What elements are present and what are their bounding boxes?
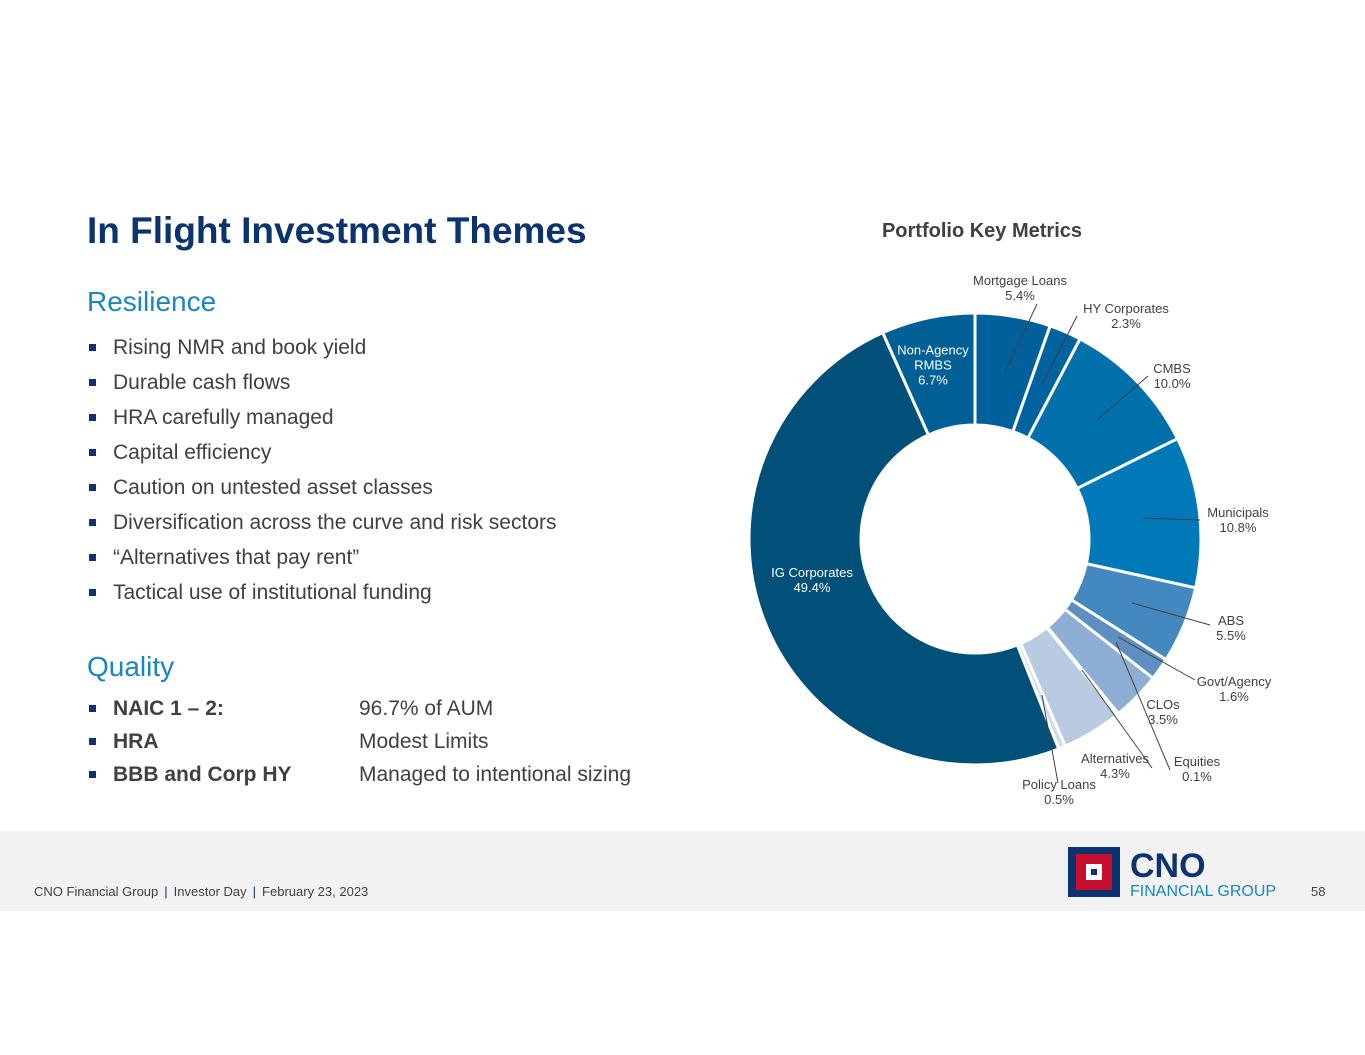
page-number: 58 [1311, 884, 1326, 899]
leader-line [1042, 315, 1078, 384]
value-label: 3.5% [1148, 712, 1178, 727]
value-label: 0.1% [1182, 769, 1212, 784]
slice-label: HY Corporates 2.3% [1083, 301, 1169, 331]
slice-label: Municipals 10.8% [1207, 505, 1268, 535]
slice-label: IG Corporates 49.4% [757, 565, 867, 595]
logo-sub: FINANCIAL GROUP [1130, 883, 1277, 900]
value-label: 5.5% [1216, 628, 1246, 643]
category-label: CLOs [1146, 697, 1180, 712]
category-label: IG Corporates [771, 565, 853, 580]
leader-line [1142, 517, 1201, 521]
footer: CNO Financial Group | Investor Day | Februar… [0, 831, 1365, 911]
leader-line [1081, 669, 1153, 769]
chart: Portfolio Key Metrics [747, 220, 1211, 784]
category-label: Municipals [1207, 505, 1269, 520]
value-label: 10.8% [1219, 520, 1257, 535]
bullet: Caution on untested asset classes [87, 476, 557, 511]
value-label: 0.5% [1044, 792, 1074, 807]
slice-label: Alternatives 4.3% [1081, 751, 1149, 781]
event: Investor Day [173, 884, 247, 899]
donut-slice [880, 311, 977, 437]
slice-label: CLOs 3.5% [1146, 697, 1179, 727]
quality-label: BBB and Corp HY [113, 763, 292, 786]
logo-mark [1068, 847, 1120, 897]
value-label: 1.6% [1219, 689, 1249, 704]
leader-line [1131, 602, 1211, 626]
category-label: Non-Agency RMBS [897, 342, 969, 373]
category-label: CMBS [1153, 361, 1191, 376]
leader-line [1115, 641, 1171, 771]
quality-row: HRA Modest Limits [87, 730, 631, 763]
company: CNO Financial Group [34, 884, 159, 899]
section-heading: Quality [87, 651, 175, 682]
category-label: HY Corporates [1083, 301, 1169, 316]
leader-line [1096, 375, 1149, 421]
section-heading: Resilience [87, 286, 217, 317]
donut-slice [747, 330, 1061, 767]
quality-label: NAIC 1 – 2: [113, 697, 224, 720]
bullet: Capital efficiency [87, 441, 557, 476]
footer-text: CNO Financial Group | Investor Day | Februar… [34, 884, 369, 899]
bullet: Tactical use of institutional funding [87, 581, 557, 616]
slide-title: In Flight Investment Themes [87, 210, 587, 251]
quality-row: NAIC 1 – 2: 96.7% of AUM [87, 697, 631, 730]
category-label: Equities [1173, 754, 1221, 769]
quality-list: NAIC 1 – 2: 96.7% of AUM HRA Modest Limits B… [87, 697, 631, 796]
value-label: 10.0% [1153, 376, 1191, 391]
category-label: Mortgage Loans [973, 273, 1067, 288]
value-label: 5.4% [1005, 288, 1035, 303]
value-label: 4.3% [1100, 766, 1130, 781]
bullet: “Alternatives that pay rent” [87, 546, 557, 581]
slice-label: Policy Loans 0.5% [1022, 777, 1096, 807]
category-label: ABS [1217, 613, 1245, 628]
chart-title: Portfolio Key Metrics [882, 220, 1082, 242]
quality-row: BBB and Corp HY Managed to intentional si… [87, 763, 631, 796]
slice-label: Equities 0.1% [1174, 754, 1220, 784]
category-label: Govt/Agency [1196, 674, 1272, 689]
leader-line [1004, 303, 1038, 373]
bullet: Diversification across the curve and ris… [87, 511, 557, 546]
slice-label: ABS 5.5% [1216, 613, 1246, 643]
value-label: 6.7% [918, 372, 948, 388]
slice-label: Govt/Agency 1.6% [1197, 674, 1271, 704]
bullet-list: Rising NMR and book yield Durable cash fl… [87, 336, 557, 616]
slice-label: Non-Agency RMBS 6.7% [893, 343, 973, 388]
quality-value: 96.7% of AUM [359, 697, 494, 720]
slice-label: CMBS 10.0% [1153, 361, 1191, 391]
category-label: Policy Loans [1022, 777, 1096, 792]
quality-value: Managed to intentional sizing [359, 763, 632, 786]
quality-value: Modest Limits [359, 730, 489, 753]
bullet: HRA carefully managed [87, 406, 557, 441]
quality-label: HRA [113, 730, 159, 753]
value-label: 2.3% [1111, 316, 1141, 331]
date: February 23, 2023 [262, 884, 369, 899]
logo-name: CNO [1130, 847, 1206, 885]
leader-line [1117, 636, 1196, 681]
bullet: Rising NMR and book yield [87, 336, 557, 371]
bullet: Durable cash flows [87, 371, 557, 406]
category-label: Alternatives [1081, 751, 1149, 766]
slice-label: Mortgage Loans 5.4% [973, 273, 1067, 303]
value-label: 49.4% [793, 580, 831, 595]
leader-line [1041, 694, 1059, 784]
